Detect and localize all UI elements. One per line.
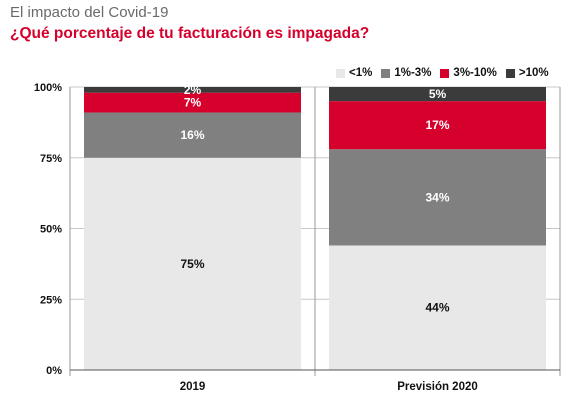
y-tick-label-100: 100% xyxy=(34,82,62,94)
legend-label-2: 3%-10% xyxy=(453,67,497,79)
bar-segment-0-0 xyxy=(84,157,301,370)
legend-item-1: 1%-3% xyxy=(381,67,431,79)
x-tick-label-0: 2019 xyxy=(180,381,206,393)
data-label-1-3: 5% xyxy=(429,87,447,101)
bar-segment-1-2 xyxy=(329,101,546,150)
y-tick-label-75: 75% xyxy=(40,153,62,165)
data-label-0-3: 2% xyxy=(184,83,202,97)
y-tick-label-50: 50% xyxy=(40,224,62,236)
legend-swatch-0 xyxy=(336,68,345,78)
legend-swatch-3 xyxy=(505,68,515,78)
legend: <1% 1%-3% 3%-10% >10% xyxy=(336,66,558,80)
data-label-1-0: 44% xyxy=(425,301,449,315)
bar-segment-0-2 xyxy=(84,92,301,113)
data-label-0-1: 16% xyxy=(180,128,204,142)
y-tick-label-25: 25% xyxy=(40,294,62,306)
legend-label-0: <1% xyxy=(349,67,373,79)
legend-item-0: <1% xyxy=(336,67,372,79)
bar-segment-0-3 xyxy=(84,87,301,93)
chart-subtitle: ¿Qué porcentaje de tu facturación es imp… xyxy=(10,25,370,42)
legend-item-3: >10% xyxy=(505,67,549,79)
legend-label-1: 1%-3% xyxy=(394,67,432,79)
data-label-1-2: 17% xyxy=(425,118,449,132)
data-label-1-1: 34% xyxy=(425,190,449,204)
legend-swatch-1 xyxy=(381,68,391,78)
data-label-0-0: 75% xyxy=(180,257,204,271)
data-label-0-2: 7% xyxy=(184,96,202,110)
legend-label-3: >10% xyxy=(518,67,549,79)
y-tick-label-0: 0% xyxy=(46,365,62,377)
legend-swatch-2 xyxy=(440,68,450,78)
legend-item-2: 3%-10% xyxy=(440,67,497,79)
chart-title: El impacto del Covid-19 xyxy=(10,4,169,21)
bar-segment-1-3 xyxy=(329,87,546,102)
x-tick-label-1: Previsión 2020 xyxy=(397,381,478,393)
bar-segment-0-1 xyxy=(84,112,301,158)
bar-segment-1-0 xyxy=(329,245,546,370)
bar-segment-1-1 xyxy=(329,149,546,246)
